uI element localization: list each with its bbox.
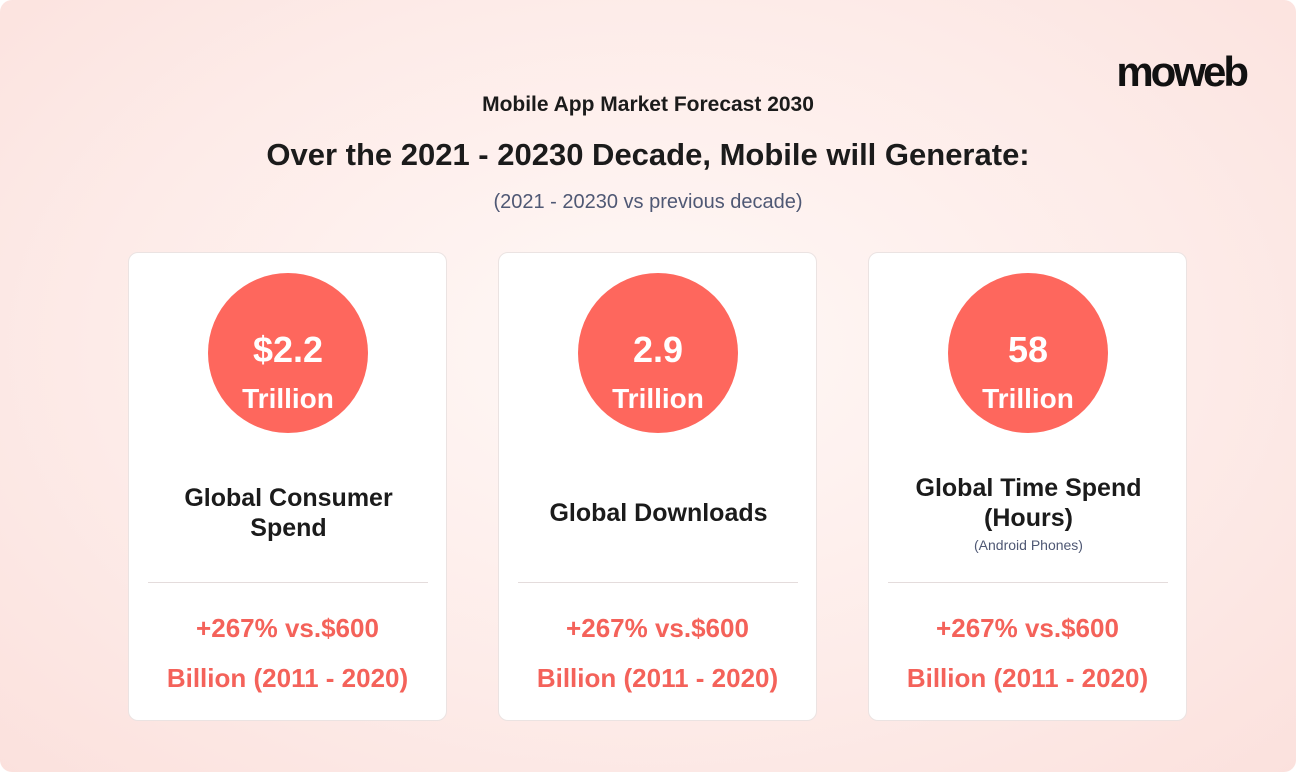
stat-label: Global Consumer Spend <box>184 484 393 542</box>
stat-circle: 58 Trillion <box>948 273 1108 433</box>
stat-label: Global Downloads <box>549 499 768 527</box>
divider <box>148 582 428 583</box>
label-box: Global Consumer Spend <box>159 463 418 563</box>
stat-unit: Trillion <box>982 383 1074 414</box>
stat-label: Global Time Spend (Hours) <box>915 474 1142 532</box>
stat-card: 2.9 Trillion Global Downloads +267% vs.$600… <box>498 252 817 721</box>
stat-circle: $2.2 Trillion <box>208 273 368 433</box>
logo: moweb <box>1116 48 1249 95</box>
comparison-line: Billion (2011 - 2020) <box>536 663 779 693</box>
divider <box>888 582 1168 583</box>
comparison-line: +267% vs.$600 <box>936 613 1119 643</box>
comparison-line: Billion (2011 - 2020) <box>906 663 1149 693</box>
stat-note: (Android Phones) <box>974 537 1083 553</box>
comparison-line: +267% vs.$600 <box>196 613 379 643</box>
stat-value: 2.9 <box>632 329 684 370</box>
stat-unit: Trillion <box>242 383 334 414</box>
kicker: Mobile App Market Forecast 2030 <box>482 93 814 116</box>
divider <box>518 582 798 583</box>
comparison-line: Billion (2011 - 2020) <box>166 663 409 693</box>
stat-value: $2.2 <box>252 329 324 370</box>
comparison-line: +267% vs.$600 <box>566 613 749 643</box>
stat-circle: 2.9 Trillion <box>578 273 738 433</box>
subtitle: (2021 - 20230 vs previous decade) <box>493 191 803 213</box>
stat-card: 58 Trillion Global Time Spend (Hours) (Andr… <box>868 252 1187 721</box>
stat-value: 58 <box>1007 329 1049 370</box>
title: Over the 2021 - 20230 Decade, Mobile wil… <box>266 137 1030 172</box>
stat-unit: Trillion <box>612 383 704 414</box>
label-box: Global Time Spend (Hours) (Android Phones… <box>899 463 1158 563</box>
label-box: Global Downloads <box>529 463 788 563</box>
stat-card: $2.2 Trillion Global Consumer Spend +267% v… <box>128 252 447 721</box>
